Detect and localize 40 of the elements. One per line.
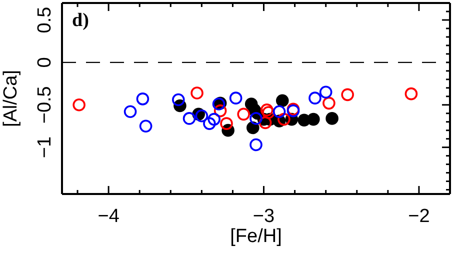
x-tick-label: −2 xyxy=(408,206,430,227)
y-tick-label: 0.5 xyxy=(34,6,56,34)
point xyxy=(278,112,290,126)
x-tick-label: −4 xyxy=(98,206,120,227)
x-axis-title: [Fe/H] xyxy=(230,226,282,247)
point xyxy=(182,112,196,125)
point xyxy=(260,104,274,116)
point xyxy=(272,105,286,118)
point xyxy=(404,87,418,100)
point xyxy=(246,121,260,134)
point xyxy=(250,138,262,152)
point xyxy=(322,96,336,110)
point xyxy=(172,93,185,106)
point xyxy=(190,86,204,100)
point xyxy=(258,116,272,130)
y-axis-title: [Al/Ca] xyxy=(0,70,22,128)
point xyxy=(72,98,86,112)
point xyxy=(307,112,320,126)
point xyxy=(136,92,150,106)
point xyxy=(341,88,354,102)
y-tick-label: −1 xyxy=(34,136,56,158)
point xyxy=(220,117,233,130)
point xyxy=(195,110,208,122)
annotation: d) xyxy=(72,10,89,32)
point xyxy=(229,92,242,104)
point xyxy=(203,117,216,130)
point xyxy=(308,92,322,104)
point xyxy=(237,108,250,121)
y-tick-label: 0 xyxy=(34,57,56,68)
point xyxy=(214,104,227,118)
point xyxy=(276,94,289,108)
point xyxy=(208,112,220,126)
x-tick-label: −3 xyxy=(252,206,275,227)
point xyxy=(124,105,137,118)
point xyxy=(250,112,262,125)
y-tick-label: −0.5 xyxy=(34,86,56,124)
point xyxy=(139,120,152,132)
point xyxy=(319,86,332,99)
point xyxy=(262,106,275,119)
point xyxy=(326,112,338,125)
